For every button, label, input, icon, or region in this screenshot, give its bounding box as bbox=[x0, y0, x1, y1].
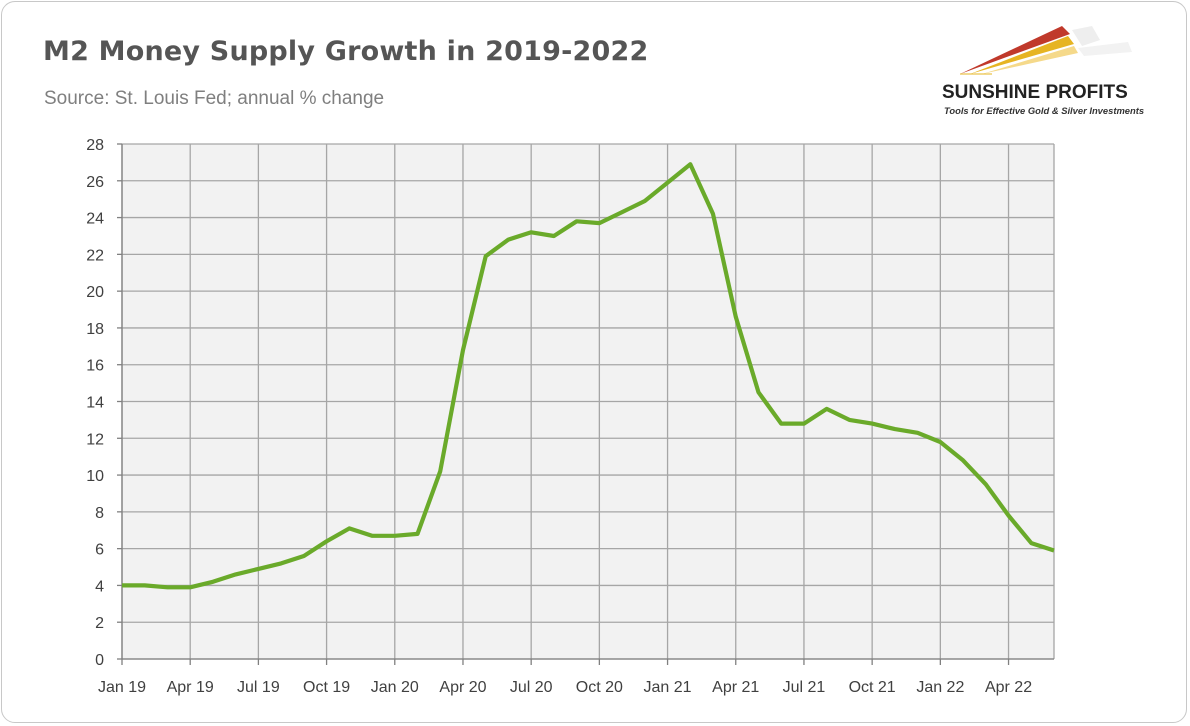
x-tick-label: Oct 21 bbox=[849, 679, 896, 696]
series-group bbox=[122, 162, 1055, 590]
y-tick-label: 22 bbox=[86, 247, 104, 264]
logo-rays-icon bbox=[960, 26, 1132, 75]
x-tick-label: Apr 19 bbox=[167, 679, 214, 696]
x-tick-label: Jul 19 bbox=[237, 679, 280, 696]
x-tick-label: Jan 21 bbox=[644, 679, 692, 696]
y-tick-label: 28 bbox=[86, 137, 104, 154]
x-tick-label: Jul 20 bbox=[510, 679, 553, 696]
logo-name: SUNSHINE PROFITS bbox=[942, 82, 1128, 103]
x-tick-label: Jan 19 bbox=[98, 679, 146, 696]
x-tick-label: Apr 20 bbox=[439, 679, 486, 696]
x-axis-ticks: Jan 19 Apr 19 Jul 19 Oct 19 Jan 20 Apr 20 Jul … bbox=[98, 659, 1032, 696]
y-tick-label: 4 bbox=[95, 578, 104, 595]
y-tick-label: 2 bbox=[95, 615, 104, 632]
x-tick-label: Apr 22 bbox=[985, 679, 1032, 696]
x-tick-label: Jan 22 bbox=[916, 679, 964, 696]
y-tick-label: 20 bbox=[86, 284, 104, 301]
series-line-0 bbox=[122, 162, 1055, 590]
y-tick-label: 18 bbox=[86, 321, 104, 338]
y-tick-label: 16 bbox=[86, 358, 104, 375]
chart-title: M2 Money Supply Growth in 2019-2022 bbox=[43, 36, 649, 67]
y-tick-label: 26 bbox=[86, 174, 104, 191]
x-tick-label: Apr 21 bbox=[712, 679, 759, 696]
y-tick-label: 24 bbox=[86, 211, 104, 228]
x-tick-label: Jan 20 bbox=[371, 679, 419, 696]
sunshine-profits-logo: SUNSHINE PROFITS Tools for Effective Gol… bbox=[932, 20, 1172, 120]
x-tick-label: Oct 19 bbox=[303, 679, 350, 696]
x-tick-label: Jul 21 bbox=[783, 679, 826, 696]
y-tick-label: 8 bbox=[95, 505, 104, 522]
y-tick-label: 6 bbox=[95, 542, 104, 559]
logo-tagline: Tools for Effective Gold & Silver Invest… bbox=[944, 105, 1145, 116]
y-tick-label: 14 bbox=[86, 395, 104, 412]
y-tick-label: 12 bbox=[86, 431, 104, 448]
chart-subtitle: Source: St. Louis Fed; annual % change bbox=[44, 88, 385, 109]
y-tick-label: 0 bbox=[95, 652, 104, 669]
y-tick-label: 10 bbox=[86, 468, 104, 485]
x-tick-label: Oct 20 bbox=[576, 679, 623, 696]
